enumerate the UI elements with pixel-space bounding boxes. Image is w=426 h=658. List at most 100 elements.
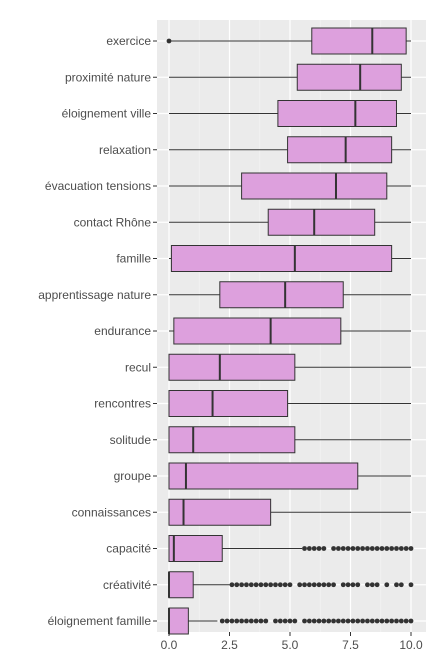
box-row (169, 245, 411, 272)
outlier-point (350, 546, 356, 551)
box (296, 63, 402, 91)
outlier-point (229, 618, 235, 624)
outlier-point (248, 618, 254, 624)
box (277, 100, 397, 127)
outlier-point (355, 582, 361, 588)
outlier-point (374, 546, 380, 551)
outlier-point (229, 582, 235, 588)
box-row (168, 571, 414, 599)
outlier-point (316, 582, 322, 588)
box (173, 317, 342, 345)
box-row (168, 353, 411, 381)
box-row (168, 607, 414, 635)
outlier-point (336, 546, 341, 551)
outlier-point (287, 582, 293, 588)
outlier-point (248, 582, 254, 588)
box-row (166, 27, 411, 55)
outlier-point (398, 582, 404, 588)
outlier-point (384, 546, 390, 551)
outlier-point (311, 618, 317, 624)
outlier-point (263, 618, 269, 624)
outlier-point (384, 582, 390, 588)
outlier-point (345, 582, 351, 588)
box-row (169, 208, 411, 236)
box (170, 245, 393, 272)
outlier-point (306, 618, 312, 624)
outlier-point (273, 618, 278, 624)
y-tick-label: éloignement ville (62, 107, 152, 121)
outlier-point (273, 582, 278, 588)
outlier-point (244, 582, 249, 588)
outlier-point (321, 618, 327, 624)
box (287, 136, 393, 164)
y-tick-label: recul (125, 360, 151, 374)
y-tick-label: proximité nature (65, 70, 151, 84)
outlier-point (297, 582, 303, 588)
box (168, 462, 359, 490)
box-row (168, 462, 411, 490)
box-row (169, 100, 411, 127)
outlier-point (374, 582, 380, 588)
outlier-point (360, 618, 365, 624)
outlier-point (311, 546, 317, 551)
outlier-point (345, 546, 351, 551)
y-tick-label: créativité (103, 578, 151, 592)
box-row (169, 281, 411, 309)
outlier-point (287, 618, 293, 624)
outlier-point (234, 618, 240, 624)
outlier-point (166, 38, 172, 44)
outlier-point (355, 618, 361, 624)
y-tick-label: rencontres (94, 397, 151, 411)
y-tick-label: groupe (114, 469, 152, 483)
y-tick-label: endurance (94, 324, 151, 338)
y-tick-label: éloignement famille (48, 614, 152, 628)
box (219, 281, 344, 309)
box-row (168, 498, 411, 526)
outlier-point (321, 582, 327, 588)
y-axis-labels: exercice proximité nature éloignement vill… (38, 34, 157, 628)
outlier-point (282, 618, 288, 624)
box (168, 426, 296, 454)
outlier-point (277, 582, 283, 588)
outlier-point (331, 582, 336, 588)
outlier-point (403, 546, 409, 551)
outlier-point (326, 582, 332, 588)
x-tick-label: 10.0 (399, 638, 423, 652)
outlier-point (369, 582, 375, 588)
box-row (168, 390, 411, 417)
outlier-point (398, 618, 404, 624)
outlier-point (253, 582, 259, 588)
outlier-point (239, 618, 245, 624)
x-tick-label: 0.0 (161, 638, 178, 652)
outlier-point (360, 546, 365, 551)
y-tick-label: famille (116, 252, 151, 266)
y-tick-label: capacité (106, 542, 151, 556)
outlier-point (394, 618, 399, 624)
box-row (169, 63, 411, 91)
outlier-point (365, 546, 370, 551)
outlier-point (340, 618, 346, 624)
outlier-point (302, 582, 307, 588)
outlier-point (331, 618, 336, 624)
outlier-point (350, 618, 356, 624)
outlier-point (311, 582, 317, 588)
outlier-point (369, 618, 375, 624)
outlier-point (277, 618, 283, 624)
outlier-point (398, 546, 404, 551)
outlier-point (306, 582, 312, 588)
outlier-point (365, 618, 370, 624)
outlier-point (345, 618, 351, 624)
box (311, 27, 407, 55)
outlier-point (389, 546, 395, 551)
box (168, 390, 289, 417)
outlier-point (224, 618, 230, 624)
outlier-point (321, 546, 327, 551)
outlier-point (244, 618, 249, 624)
outlier-point (219, 618, 225, 624)
box (267, 208, 376, 236)
outlier-point (379, 546, 385, 551)
outlier-point (355, 546, 361, 551)
y-tick-label: solitude (110, 433, 152, 447)
outlier-point (369, 546, 375, 551)
